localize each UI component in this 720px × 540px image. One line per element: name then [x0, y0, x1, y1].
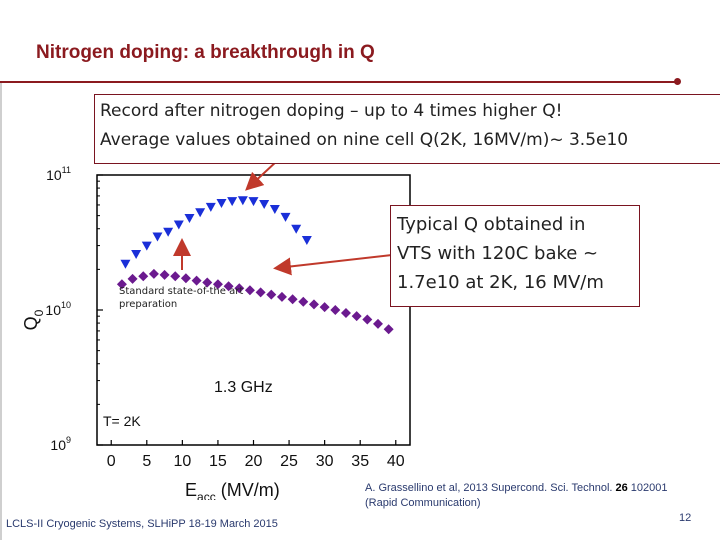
x-tick-label: 40 [387, 453, 405, 470]
page-number: 12 [679, 512, 692, 524]
y-axis-ticks: 1011 1010 109 [45, 165, 103, 453]
x-tick-label: 0 [107, 453, 116, 470]
data-series [116, 196, 394, 335]
vts-callout-line2: VTS with 120C bake ~ [397, 243, 599, 264]
data-point [131, 249, 142, 259]
series-0 [120, 196, 312, 269]
data-point [276, 291, 287, 302]
title-underline [0, 81, 678, 83]
data-point [287, 294, 298, 305]
citation-volume: 26 [615, 482, 628, 494]
data-point [152, 232, 163, 242]
data-point [301, 236, 312, 246]
data-point [372, 318, 383, 329]
data-point [127, 273, 138, 284]
data-point [340, 308, 351, 319]
standard-preparation-annotation: Standard state-of-the art preparation [119, 285, 243, 311]
data-point [298, 296, 309, 307]
y-tick-label: 109 [50, 435, 71, 453]
data-point [170, 271, 181, 282]
series-1 [116, 268, 394, 335]
x-tick-label: 20 [245, 453, 263, 470]
x-tick-label: 25 [280, 453, 298, 470]
vts-callout-line1: Typical Q obtained in [397, 214, 586, 235]
arrow-to-record-series [245, 160, 279, 191]
x-axis-label: Eacc (MV/m) [185, 480, 280, 500]
citation: A. Grassellino et al, 2013 Supercond. Sc… [365, 481, 668, 511]
y-axis-label-sub: 0 [32, 309, 46, 316]
y-axis-label-main: Q [21, 316, 41, 330]
x-tick-label: 5 [142, 453, 151, 470]
record-callout-line2: Average values obtained on nine cell Q(2… [100, 130, 629, 150]
y-tick-label: 1011 [46, 165, 71, 183]
temperature-label: T= 2K [103, 413, 141, 429]
data-point [173, 220, 184, 230]
data-point [195, 208, 206, 218]
data-point [319, 302, 330, 313]
data-point [120, 259, 131, 269]
x-axis-label-unit: (MV/m) [216, 480, 280, 500]
record-callout-line1: Record after nitrogen doping – up to 4 t… [100, 101, 563, 121]
data-point [212, 279, 223, 290]
data-point [138, 271, 149, 282]
data-point [205, 202, 216, 212]
x-tick-label: 15 [209, 453, 227, 470]
data-point [383, 324, 394, 335]
record-callout: Record after nitrogen doping – up to 4 t… [94, 94, 720, 164]
vts-callout: Typical Q obtained in VTS with 120C bake… [390, 205, 640, 307]
data-point [259, 199, 270, 209]
x-axis-ticks: 0 5 10 15 20 25 30 35 40 [107, 440, 405, 470]
data-point [202, 277, 213, 288]
data-point [330, 305, 341, 315]
data-point [266, 289, 277, 300]
citation-text: A. Grassellino et al, 2013 Supercond. Sc… [365, 482, 616, 494]
x-axis-label-main: E [185, 480, 197, 500]
annotation-line2: preparation [119, 299, 178, 310]
footer: LCLS-II Cryogenic Systems, SLHiPP 18-19 … [6, 518, 278, 530]
x-axis-label-sub: acc [197, 490, 216, 500]
data-point [223, 281, 234, 292]
vts-callout-line3: 1.7e10 at 2K, 16 MV/m [397, 272, 604, 293]
data-point [163, 227, 174, 237]
data-point [184, 214, 195, 224]
data-point [148, 268, 159, 279]
data-point [362, 314, 373, 325]
citation-line2: (Rapid Communication) [365, 497, 481, 509]
data-point [248, 197, 259, 207]
frequency-label: 1.3 GHz [214, 379, 273, 396]
data-point [280, 212, 291, 222]
x-tick-label: 30 [316, 453, 334, 470]
citation-pages: 102001 [627, 482, 668, 494]
data-point [216, 199, 227, 209]
x-tick-label: 10 [173, 453, 191, 470]
data-point [141, 241, 152, 251]
left-margin-rule [0, 83, 2, 540]
y-tick-label: 1010 [45, 300, 71, 318]
data-point [234, 283, 245, 294]
data-point [351, 311, 362, 322]
data-point [291, 224, 302, 234]
data-point [227, 197, 238, 207]
annotation-line1: Standard state-of-the art [119, 286, 244, 297]
slide-title: Nitrogen doping: a breakthrough in Q [36, 42, 375, 63]
data-point [255, 287, 266, 298]
title-underline-dot [674, 78, 681, 85]
data-point [269, 204, 280, 214]
data-point [116, 279, 127, 290]
data-point [191, 275, 202, 286]
x-tick-label: 35 [351, 453, 369, 470]
data-point [237, 196, 248, 206]
data-point [308, 299, 319, 310]
data-point [159, 269, 170, 280]
arrow-from-vts-callout [273, 254, 393, 276]
data-point [244, 285, 255, 296]
citation-line1: A. Grassellino et al, 2013 Supercond. Sc… [365, 481, 668, 496]
data-point [180, 273, 191, 284]
y-axis-label: Q0 [21, 309, 46, 330]
